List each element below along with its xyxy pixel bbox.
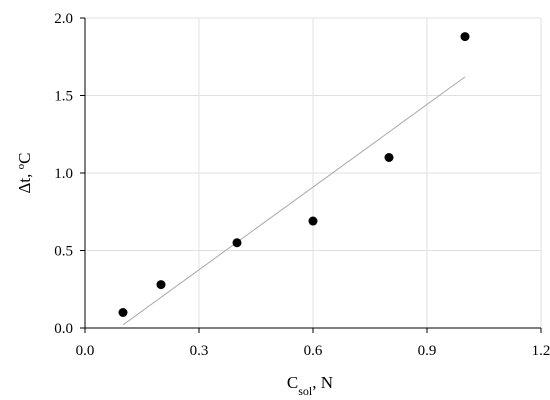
y-tick-label: 0.0: [54, 321, 73, 337]
data-point: [156, 280, 166, 290]
axes: [80, 17, 542, 333]
data-point: [118, 308, 128, 317]
tick-labels: 0.0 0.3 0.6 0.9 1.2 0.0 0.5 1.0 1.5 2.0: [54, 11, 550, 359]
data-points: [118, 32, 470, 317]
x-tick-label: 0.0: [76, 343, 95, 359]
y-tick-label: 2.0: [54, 11, 73, 27]
data-point: [384, 153, 394, 162]
data-point: [232, 238, 242, 248]
trendline-layer: [122, 76, 466, 326]
x-tick-label: 0.9: [418, 343, 437, 359]
y-tick-label: 0.5: [54, 244, 73, 260]
x-tick-label: 0.3: [190, 343, 209, 359]
x-tick-label: 0.6: [304, 343, 323, 359]
x-tick-label: 1.2: [532, 343, 550, 359]
y-tick-label: 1.0: [54, 166, 73, 182]
trendline: [122, 76, 466, 326]
data-point: [460, 32, 470, 42]
x-axis-title: Csol, N: [287, 373, 333, 398]
grid-lines: [85, 17, 542, 328]
y-axis-title: Δt, oC: [15, 153, 34, 194]
y-tick-label: 1.5: [54, 89, 73, 105]
data-point: [308, 216, 318, 226]
